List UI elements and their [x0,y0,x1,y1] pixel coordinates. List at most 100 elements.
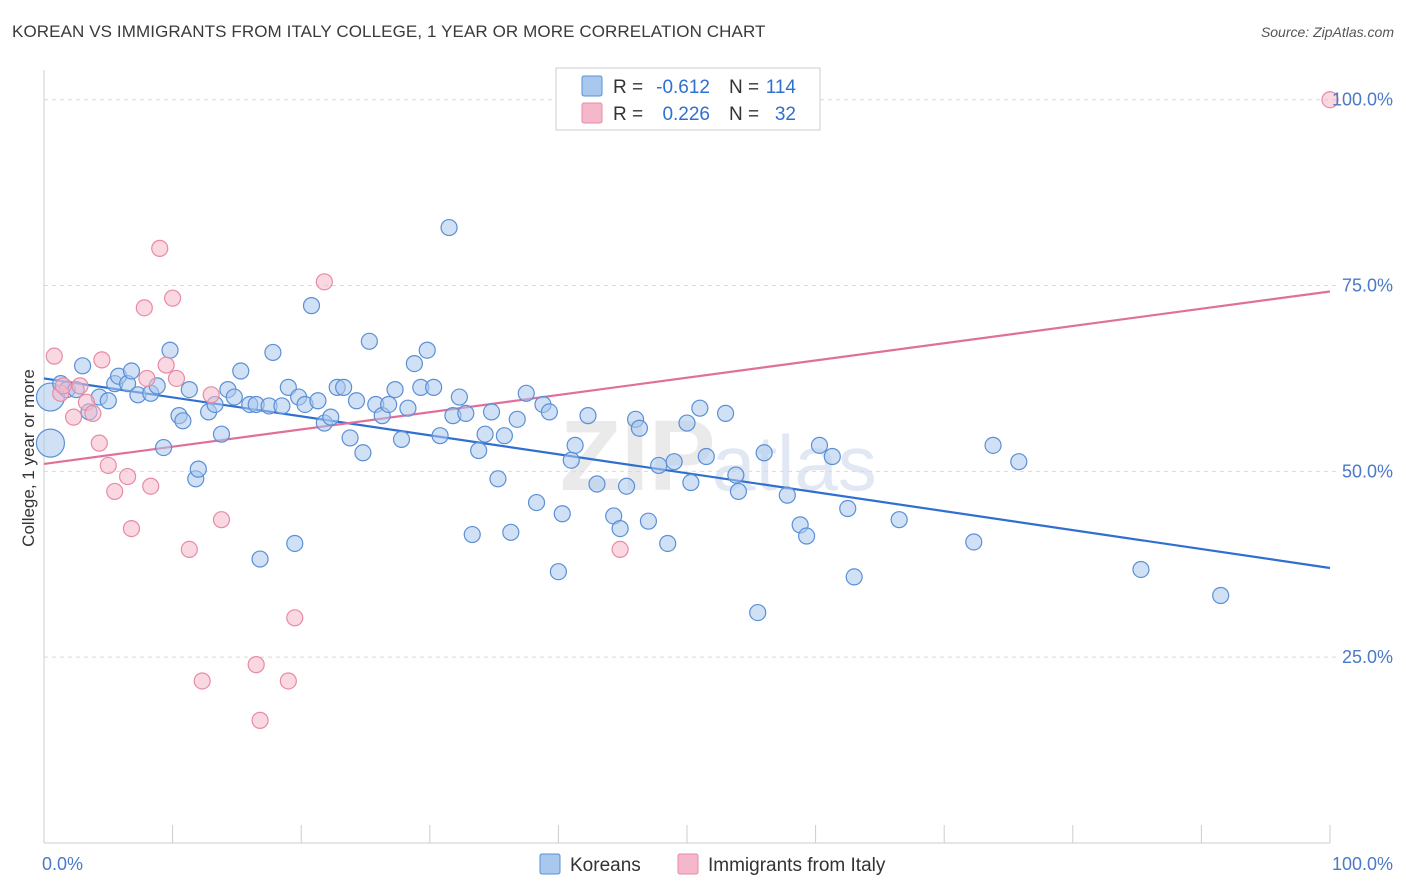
chart-source: Source: ZipAtlas.com [1260,24,1394,40]
legend-r-value: 0.226 [662,104,710,125]
italy-point [611,540,629,559]
italy-point [106,482,124,501]
italy-point [142,477,160,495]
korean-point [431,427,449,445]
x-tick-label: 100.0% [1332,854,1393,874]
legend-top: R = -0.612 N = 114 R = 0.226 N = 32 [555,67,821,131]
italy-point [286,609,304,627]
italy-point [135,299,153,317]
korean-point [347,392,366,410]
korean-point [286,534,304,553]
legend-swatch-koreans [539,853,561,875]
korean-point [553,505,571,523]
korean-point [482,403,501,421]
korean-point [392,430,411,449]
italy-point [122,519,141,538]
legend-n-value: 32 [775,104,796,125]
korean-point [161,341,179,359]
korean-point [678,414,696,432]
italy-point [202,386,220,404]
italy-point [251,711,269,729]
korean-point [517,384,535,402]
axes [43,70,1331,844]
legend-bottom: Koreans Immigrants from Italy [539,853,886,876]
italy-point [71,377,89,395]
korean-point [778,486,796,504]
korean-point [579,407,597,425]
italy-point [45,347,63,365]
korean-point [302,297,321,315]
italy-point [164,289,182,307]
korean-point [73,357,92,375]
korean-point [99,392,117,410]
korean-point [264,343,282,362]
italy-point [54,377,72,395]
italy-point [167,369,186,388]
italy-point [315,273,333,291]
italy-point [180,540,198,559]
legend-n-value: 114 [766,77,797,98]
korean-point [1132,560,1150,579]
italy-point [90,434,108,452]
korean-point [797,527,816,545]
korean-point [890,511,908,529]
korean-point [697,447,715,466]
italy-point [64,408,83,426]
chart-title: KOREAN VS IMMIGRANTS FROM ITALY COLLEGE,… [12,22,766,41]
korean-point [682,473,700,492]
korean-point [845,568,863,586]
korean-point [360,332,378,350]
italy-regression-line [43,290,1331,466]
korean-point [322,408,340,426]
legend-r-label: R = [613,77,643,98]
korean-point [502,523,520,541]
tick-labels: 25.0% 50.0% 75.0% 100.0% 0.0% 100.0% [42,90,1393,874]
legend-swatch-italy [581,102,603,124]
korean-point [335,378,353,396]
korean-point [225,388,243,406]
legend-label-koreans: Koreans [570,855,641,876]
korean-point [425,378,443,396]
x-tick-label: 0.0% [42,854,83,874]
italy-point [151,239,169,257]
italy-point [138,369,156,388]
korean-point [470,441,488,460]
korean-point [549,563,568,581]
korean-point [180,381,198,399]
italy-point [118,467,137,486]
y-tick-label: 100.0% [1332,90,1393,110]
korean-point [540,403,558,421]
y-axis-label: College, 1 year or more [19,369,38,547]
korean-point [450,388,468,406]
italy-point [1321,91,1339,109]
korean-point [380,395,398,414]
korean-point [984,436,1002,454]
italy-point [157,356,175,374]
korean-point [611,519,629,538]
korean-point [617,477,636,495]
legend-n-label: N = [729,77,759,98]
korean-point [273,397,291,415]
korean-point [588,475,606,493]
korean-point [810,436,829,454]
korean-point [839,499,857,518]
korean-point [659,534,677,553]
korean-point [630,419,649,437]
korean-point [463,525,481,544]
korean-point [174,412,192,430]
y-tick-label: 50.0% [1342,461,1393,481]
korean-point [749,603,767,622]
korean-point [440,218,458,237]
korean-point [665,453,683,471]
korean-point [405,354,423,373]
korean-point [716,404,735,422]
italy-point [93,351,111,369]
italy-point [193,672,211,690]
korean-point [1010,453,1028,471]
legend-r-label: R = [613,104,643,125]
legend-r-value: -0.612 [656,77,710,98]
korean-point [476,425,494,443]
korean-point [691,399,709,417]
legend-n-label: N = [729,104,759,125]
